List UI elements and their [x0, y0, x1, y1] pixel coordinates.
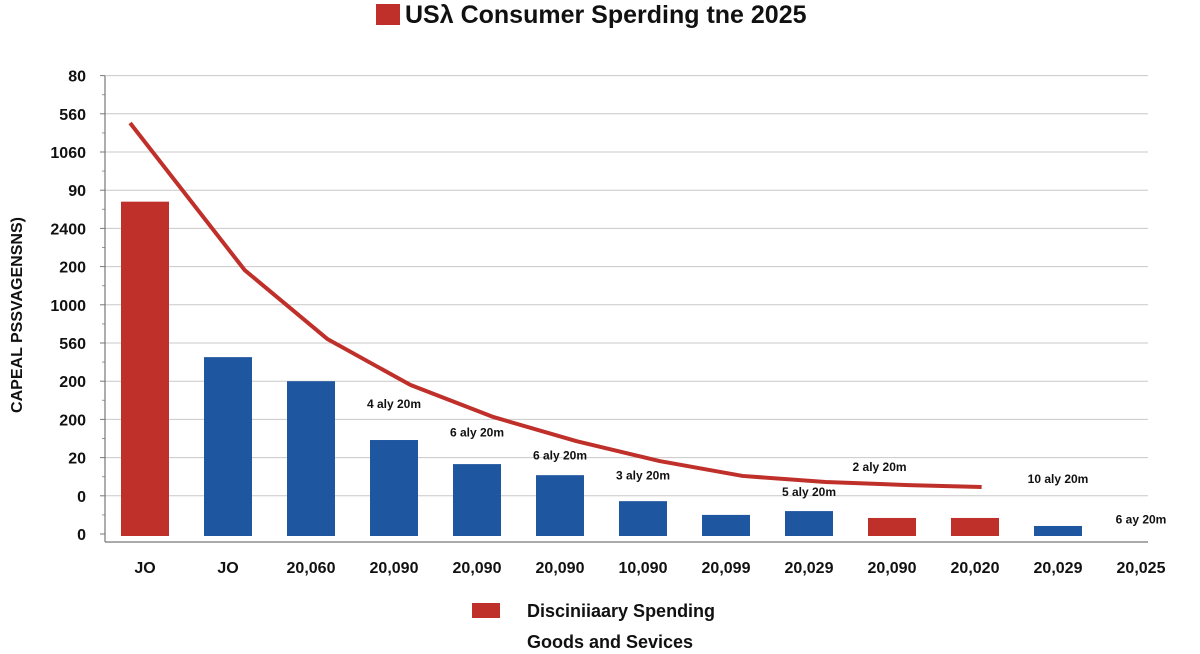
legend-label-goods: Goods and Sevices: [527, 632, 693, 652]
bar: [1034, 525, 1082, 536]
x-tick-label: 20,099: [702, 560, 751, 577]
legend-swatch-discretionary: [472, 603, 500, 618]
data-annotation: 6 aly 20m: [450, 426, 504, 440]
y-tick-label: 90: [68, 183, 86, 200]
y-tick-label: 200: [59, 260, 86, 277]
data-annotation: 10 aly 20m: [1028, 472, 1089, 486]
x-tick-label: JO: [217, 560, 238, 577]
y-tick-label: 560: [59, 336, 86, 353]
x-tick-label: 20,029: [785, 560, 834, 577]
bar: [204, 357, 252, 536]
x-tick-label: 10,090: [619, 560, 668, 577]
bar: [785, 511, 833, 536]
data-annotation: 6 ay 20m: [1116, 512, 1167, 526]
bar: [702, 514, 750, 536]
y-tick-label: 1000: [50, 298, 86, 315]
y-tick-label: 0: [77, 527, 86, 544]
bars: [121, 201, 1082, 536]
x-tick-label: 20,060: [287, 560, 336, 577]
y-tick-label: 200: [59, 374, 86, 391]
line-path: [128, 121, 982, 490]
chart-title: USλ Consumer Sperding tne 2025: [405, 1, 807, 29]
annotations: 4 aly 20m 6 aly 20m 6 aly 20m 3 aly 20m 5 al…: [367, 397, 1166, 526]
y-tick-label: 1060: [50, 145, 86, 162]
x-tick-labels: JO JO 20,060 20,090 20,090 20,090 10,090 20,099…: [134, 560, 1165, 577]
legend-label-discretionary: Disciniiaary Spending: [527, 601, 715, 621]
x-tick-label: JO: [134, 560, 155, 577]
bar: [453, 464, 501, 536]
x-tick-label: 20,090: [370, 560, 419, 577]
data-annotation: 4 aly 20m: [367, 397, 421, 411]
y-tick-labels: 0 0 20 200 200 560 1000 200 2400 90 1060 560 80: [50, 69, 86, 544]
x-tick-label: 20,090: [536, 560, 585, 577]
x-tick-label: 20,020: [951, 560, 1000, 577]
data-annotation: 2 aly 20m: [853, 460, 907, 474]
x-tick-label: 20,090: [868, 560, 917, 577]
y-tick-label: 560: [59, 107, 86, 124]
bar: [287, 381, 335, 536]
bar: [868, 517, 916, 536]
x-tick-label: 20,029: [1034, 560, 1083, 577]
bar: [951, 517, 999, 536]
bar: [121, 201, 169, 536]
bar: [536, 475, 584, 536]
title-marker: [376, 4, 400, 25]
grid: [100, 75, 1148, 535]
legend: Disciniiaary Spending Goods and Sevices: [472, 601, 715, 652]
y-tick-label: 0: [77, 489, 86, 506]
y-tick-label: 200: [59, 412, 86, 429]
y-axis-label: CAPEAL PSSVAGENSNS): [9, 217, 26, 413]
bar: [370, 440, 418, 536]
data-annotation: 5 aly 20m: [782, 485, 836, 499]
data-annotation: 6 aly 20m: [533, 449, 587, 463]
x-tick-label: 20,090: [453, 560, 502, 577]
y-tick-label: 2400: [50, 221, 86, 238]
bar: [619, 501, 667, 536]
x-tick-label: 20,025: [1117, 560, 1166, 577]
line-series: [128, 121, 982, 490]
y-tick-label: 20: [68, 451, 86, 468]
data-annotation: 3 aly 20m: [616, 468, 670, 482]
y-tick-label: 80: [68, 69, 86, 86]
